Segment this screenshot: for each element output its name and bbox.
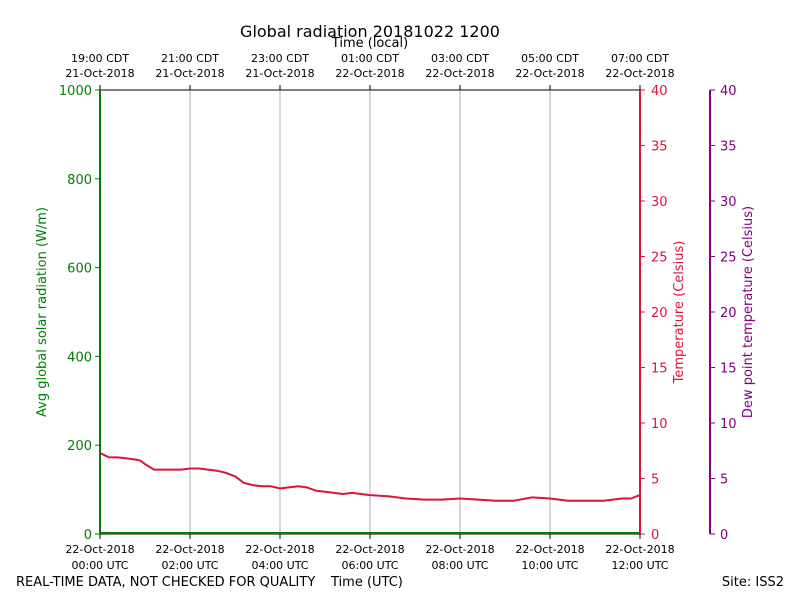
- top-tick-date: 21-Oct-2018: [65, 67, 134, 80]
- left-tick-label: 0: [84, 528, 92, 543]
- right2-tick-label: 40: [720, 84, 737, 99]
- right2-tick-label: 15: [720, 362, 737, 377]
- right-tick-label: 0: [651, 528, 659, 543]
- bottom-tick-date: 22-Oct-2018: [65, 543, 134, 556]
- top-tick-time: 21:00 CDT: [161, 52, 219, 65]
- top-axis-label: Time (local): [331, 36, 408, 51]
- y-axis-label-left: Avg global solar radiation (W/m): [35, 207, 50, 417]
- right-tick-label: 40: [651, 84, 668, 99]
- bottom-tick-date: 22-Oct-2018: [515, 543, 584, 556]
- y-axis-label-right2: Dew point temperature (Celsius): [741, 206, 756, 418]
- top-tick-date: 22-Oct-2018: [425, 67, 494, 80]
- bottom-tick-time: 12:00 UTC: [611, 559, 668, 572]
- bottom-tick-date: 22-Oct-2018: [605, 543, 674, 556]
- left-tick-label: 200: [67, 439, 92, 454]
- right2-tick-label: 0: [720, 528, 728, 543]
- top-tick-date: 22-Oct-2018: [515, 67, 584, 80]
- right2-axis-ticks: 0 5 10 15 20 25 30 35 40: [710, 84, 737, 543]
- right2-tick-label: 20: [720, 306, 737, 321]
- top-tick-date: 21-Oct-2018: [245, 67, 314, 80]
- top-tick-time: 03:00 CDT: [431, 52, 489, 65]
- bottom-tick-date: 22-Oct-2018: [155, 543, 224, 556]
- left-tick-label: 1000: [59, 84, 92, 99]
- left-axis-ticks: 0 200 400 600 800 1000: [59, 84, 100, 543]
- left-tick-label: 600: [67, 262, 92, 277]
- top-tick-date: 21-Oct-2018: [155, 67, 224, 80]
- bottom-tick-time: 00:00 UTC: [71, 559, 128, 572]
- bottom-tick-time: 04:00 UTC: [251, 559, 308, 572]
- quality-disclaimer: REAL-TIME DATA, NOT CHECKED FOR QUALITY: [16, 575, 316, 590]
- bottom-tick-date: 22-Oct-2018: [425, 543, 494, 556]
- left-tick-label: 800: [67, 173, 92, 188]
- right-tick-label: 30: [651, 195, 668, 210]
- top-tick-date: 22-Oct-2018: [605, 67, 674, 80]
- bottom-tick-date: 22-Oct-2018: [335, 543, 404, 556]
- right-axis-ticks: 0 5 10 15 20 25 30 35 40: [640, 84, 668, 543]
- grid-lines: [189, 90, 551, 534]
- bottom-tick-time: 10:00 UTC: [521, 559, 578, 572]
- right2-tick-label: 5: [720, 473, 728, 488]
- right2-tick-label: 30: [720, 195, 737, 210]
- right-tick-label: 25: [651, 251, 668, 266]
- top-tick-time: 05:00 CDT: [521, 52, 579, 65]
- right-tick-label: 35: [651, 140, 668, 155]
- right2-tick-label: 25: [720, 251, 737, 266]
- site-label: Site: ISS2: [721, 575, 784, 590]
- top-axis-ticks: 19:00 CDT 21-Oct-2018 21:00 CDT 21-Oct-2018…: [65, 52, 675, 90]
- chart-title: Global radiation 20181022 1200: [240, 22, 500, 41]
- right2-tick-label: 35: [720, 140, 737, 155]
- left-tick-label: 400: [67, 350, 92, 365]
- top-tick-date: 22-Oct-2018: [335, 67, 404, 80]
- bottom-axis-ticks: 22-Oct-2018 00:00 UTC 22-Oct-2018 02:00 UTC…: [65, 534, 675, 572]
- y-axis-label-right: Temperature (Celsius): [672, 241, 687, 385]
- temperature-series-line: [99, 452, 641, 502]
- top-tick-time: 19:00 CDT: [71, 52, 129, 65]
- bottom-tick-time: 02:00 UTC: [161, 559, 218, 572]
- top-tick-time: 23:00 CDT: [251, 52, 309, 65]
- bottom-tick-time: 08:00 UTC: [431, 559, 488, 572]
- top-tick-time: 01:00 CDT: [341, 52, 399, 65]
- top-tick-time: 07:00 CDT: [611, 52, 669, 65]
- right-tick-label: 20: [651, 306, 668, 321]
- x-axis-label: Time (UTC): [331, 575, 403, 590]
- bottom-tick-time: 06:00 UTC: [341, 559, 398, 572]
- bottom-tick-date: 22-Oct-2018: [245, 543, 314, 556]
- right-tick-label: 15: [651, 362, 668, 377]
- right-tick-label: 10: [651, 417, 668, 432]
- right2-tick-label: 10: [720, 417, 737, 432]
- right-tick-label: 5: [651, 473, 659, 488]
